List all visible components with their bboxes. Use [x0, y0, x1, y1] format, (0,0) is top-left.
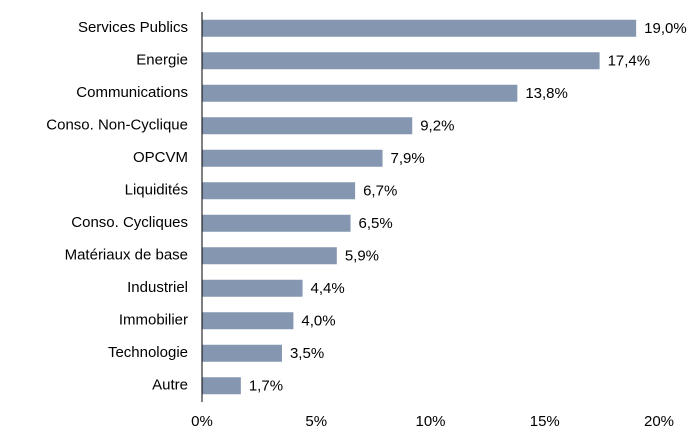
value-label: 6,7%	[363, 183, 397, 200]
value-label: 1,7%	[249, 378, 283, 395]
value-label: 13,8%	[525, 85, 568, 102]
bar	[202, 247, 337, 265]
bar	[202, 52, 600, 70]
x-tick-label: 15%	[530, 413, 560, 430]
x-tick-label: 5%	[305, 413, 327, 430]
value-label: 9,2%	[420, 118, 454, 135]
y-tick-label: Industriel	[127, 279, 188, 296]
bar	[202, 84, 518, 102]
value-label: 6,5%	[359, 215, 393, 232]
bar	[202, 279, 303, 297]
y-tick-label: Liquidités	[125, 182, 188, 199]
bar	[202, 312, 294, 330]
value-label: 19,0%	[644, 20, 687, 37]
bar	[202, 19, 637, 37]
value-label: 17,4%	[608, 53, 651, 70]
y-tick-label: Matériaux de base	[65, 247, 188, 264]
y-tick-label: Immobilier	[119, 312, 188, 329]
value-label: 4,0%	[301, 313, 335, 330]
y-tick-label: Conso. Non-Cyclique	[46, 117, 188, 134]
y-tick-label: Autre	[152, 377, 188, 394]
value-label: 7,9%	[391, 150, 425, 167]
bar	[202, 344, 282, 362]
y-tick-label: Services Publics	[78, 19, 188, 36]
x-tick-label: 0%	[191, 413, 213, 430]
x-tick-label: 10%	[415, 413, 445, 430]
value-label: 3,5%	[290, 345, 324, 362]
y-tick-label: OPCVM	[133, 149, 188, 166]
bar	[202, 117, 413, 135]
value-label: 5,9%	[345, 248, 379, 265]
bar	[202, 377, 241, 395]
y-tick-label: Communications	[76, 84, 188, 101]
x-tick-label: 20%	[644, 413, 674, 430]
bar	[202, 214, 351, 232]
y-tick-label: Energie	[136, 52, 188, 69]
value-label: 4,4%	[311, 280, 345, 297]
bar	[202, 182, 356, 200]
y-tick-label: Technologie	[108, 344, 188, 361]
bar	[202, 149, 383, 167]
y-tick-label: Conso. Cycliques	[71, 214, 188, 231]
